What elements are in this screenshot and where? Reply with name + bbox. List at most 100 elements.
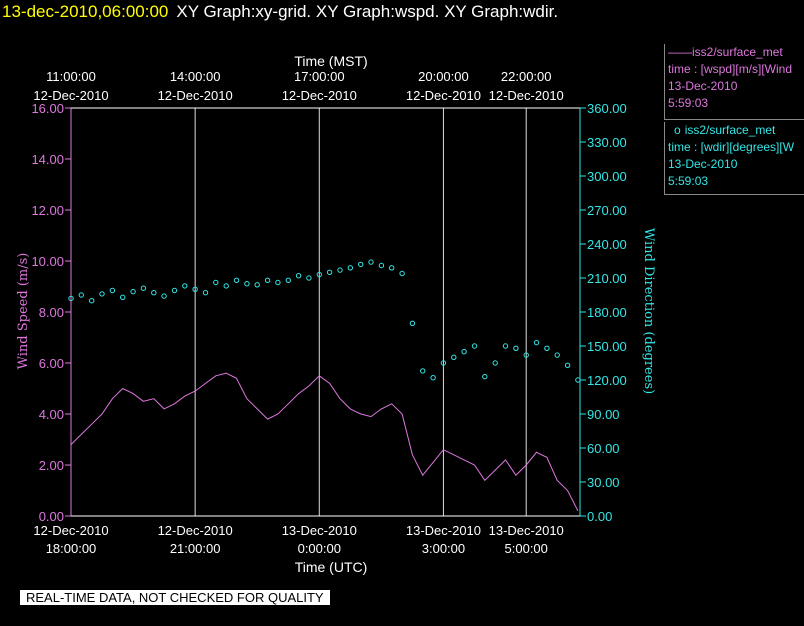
legend-name: iss2/surface_met [692,45,783,59]
wind-direction-point [223,283,229,289]
wind-direction-point [202,290,209,296]
wind-direction-point [451,354,457,360]
left-axis-title: Wind Speed (m/s) [16,253,31,370]
wind-direction-point [306,275,312,281]
wind-direction-point [420,368,426,374]
wind-direction-point [492,360,498,366]
top-tick-time: 17:00:00 [294,69,345,84]
right-tick-label: 360.00 [587,101,627,116]
right-tick-label: 240.00 [587,237,627,252]
legend-entry-wdir: o iss2/surface_met time : [wdir][degrees]… [664,122,804,195]
line-marker-icon: —— [668,45,692,59]
wind-direction-point [254,282,260,288]
left-tick-label: 16.00 [31,101,64,116]
quality-disclaimer: REAL-TIME DATA, NOT CHECKED FOR QUALITY [20,590,330,605]
bottom-tick-time: 5:00:00 [505,541,548,556]
bottom-tick-time: 3:00:00 [422,541,465,556]
legend-var: time : [wspd][m/s][Wind [668,62,793,76]
wind-direction-point [233,277,240,283]
left-tick-label: 12.00 [31,203,64,218]
top-tick-time: 20:00:00 [418,69,469,84]
wind-direction-point [109,287,116,294]
top-tick-date: 12-Dec-2010 [282,88,357,103]
wind-direction-point [389,265,395,271]
right-tick-label: 330.00 [587,135,627,150]
wind-direction-point [502,343,509,349]
wind-direction-point [513,345,519,351]
wind-direction-point [192,286,198,292]
wind-direction-point [130,288,136,295]
wind-direction-point [575,377,581,383]
legend-var: time : [wdir][degrees][W [668,140,795,154]
right-tick-label: 30.00 [587,475,620,490]
wind-direction-point [182,283,188,289]
top-axis-title: Time (MST) [294,53,367,69]
right-tick-label: 60.00 [587,441,620,456]
right-tick-label: 210.00 [587,271,627,286]
wind-direction-point [399,270,405,277]
wind-direction-point [544,345,550,351]
bottom-tick-time: 0:00:00 [298,541,341,556]
wind-direction-point [368,259,374,265]
timestamp: 13-dec-2010,06:00:00 [2,2,169,21]
left-tick-label: 0.00 [39,509,64,524]
wind-speed-line [70,372,579,512]
wind-direction-point [523,352,529,358]
graph-titles: XY Graph:xy-grid. XY Graph:wspd. XY Grap… [176,2,559,21]
wind-direction-point [378,262,385,269]
bottom-tick-date: 12-Dec-2010 [158,523,233,538]
wind-direction-point [213,279,219,286]
right-tick-label: 0.00 [587,509,612,524]
bottom-tick-time: 21:00:00 [170,541,221,556]
top-tick-time: 14:00:00 [170,69,221,84]
bottom-axis-title: Time (UTC) [295,559,368,575]
bottom-tick-date: 13-Dec-2010 [489,523,564,538]
wind-direction-point [78,292,85,298]
left-tick-label: 4.00 [39,407,64,422]
bottom-tick-date: 12-Dec-2010 [33,523,108,538]
right-tick-label: 120.00 [587,373,627,388]
wind-direction-point [171,287,178,294]
wind-direction-point [482,373,488,380]
wind-direction-point [68,295,74,302]
circle-marker-icon: o [674,123,681,137]
right-tick-label: 300.00 [587,169,627,184]
top-tick-date: 12-Dec-2010 [158,88,233,103]
wind-direction-point [89,298,95,304]
bottom-tick-date: 13-Dec-2010 [406,523,481,538]
wind-direction-point [471,343,478,349]
bottom-tick-date: 13-Dec-2010 [282,523,357,538]
top-tick-date: 12-Dec-2010 [489,88,564,103]
wind-direction-point [358,261,364,268]
wind-direction-point [564,362,571,368]
wind-direction-point [430,375,436,381]
top-tick-time: 11:00:00 [46,69,96,84]
right-tick-label: 180.00 [587,305,627,320]
wind-direction-point [120,294,126,300]
right-tick-label: 150.00 [587,339,627,354]
wind-direction-point [316,271,322,278]
wind-direction-point [347,265,353,271]
wind-direction-point [275,279,281,286]
right-axis-title: Wind Direction (degrees) [641,228,656,394]
legend-date: 13-Dec-2010 [668,157,738,171]
wind-direction-point [264,277,271,283]
legend-time: 5:59:03 [668,174,709,188]
top-tick-date: 12-Dec-2010 [406,88,481,103]
wind-direction-point [461,349,467,355]
wind-direction-point [440,360,447,366]
wind-direction-point [99,291,105,297]
top-tick-time: 22:00:00 [501,69,552,84]
wind-direction-point [326,269,333,275]
legend-date: 13-Dec-2010 [668,79,738,93]
wind-direction-point [409,320,416,326]
left-tick-label: 8.00 [39,305,64,320]
top-tick-date: 12-Dec-2010 [33,88,108,103]
wind-direction-point [161,293,167,299]
wind-direction-point [295,273,302,279]
left-tick-label: 14.00 [31,152,64,167]
header-bar: 13-dec-2010,06:00:00 XY Graph:xy-grid. XY… [0,0,804,30]
wind-direction-point [337,267,343,273]
legend: ——iss2/surface_met time : [wspd][m/s][Wi… [664,44,804,195]
